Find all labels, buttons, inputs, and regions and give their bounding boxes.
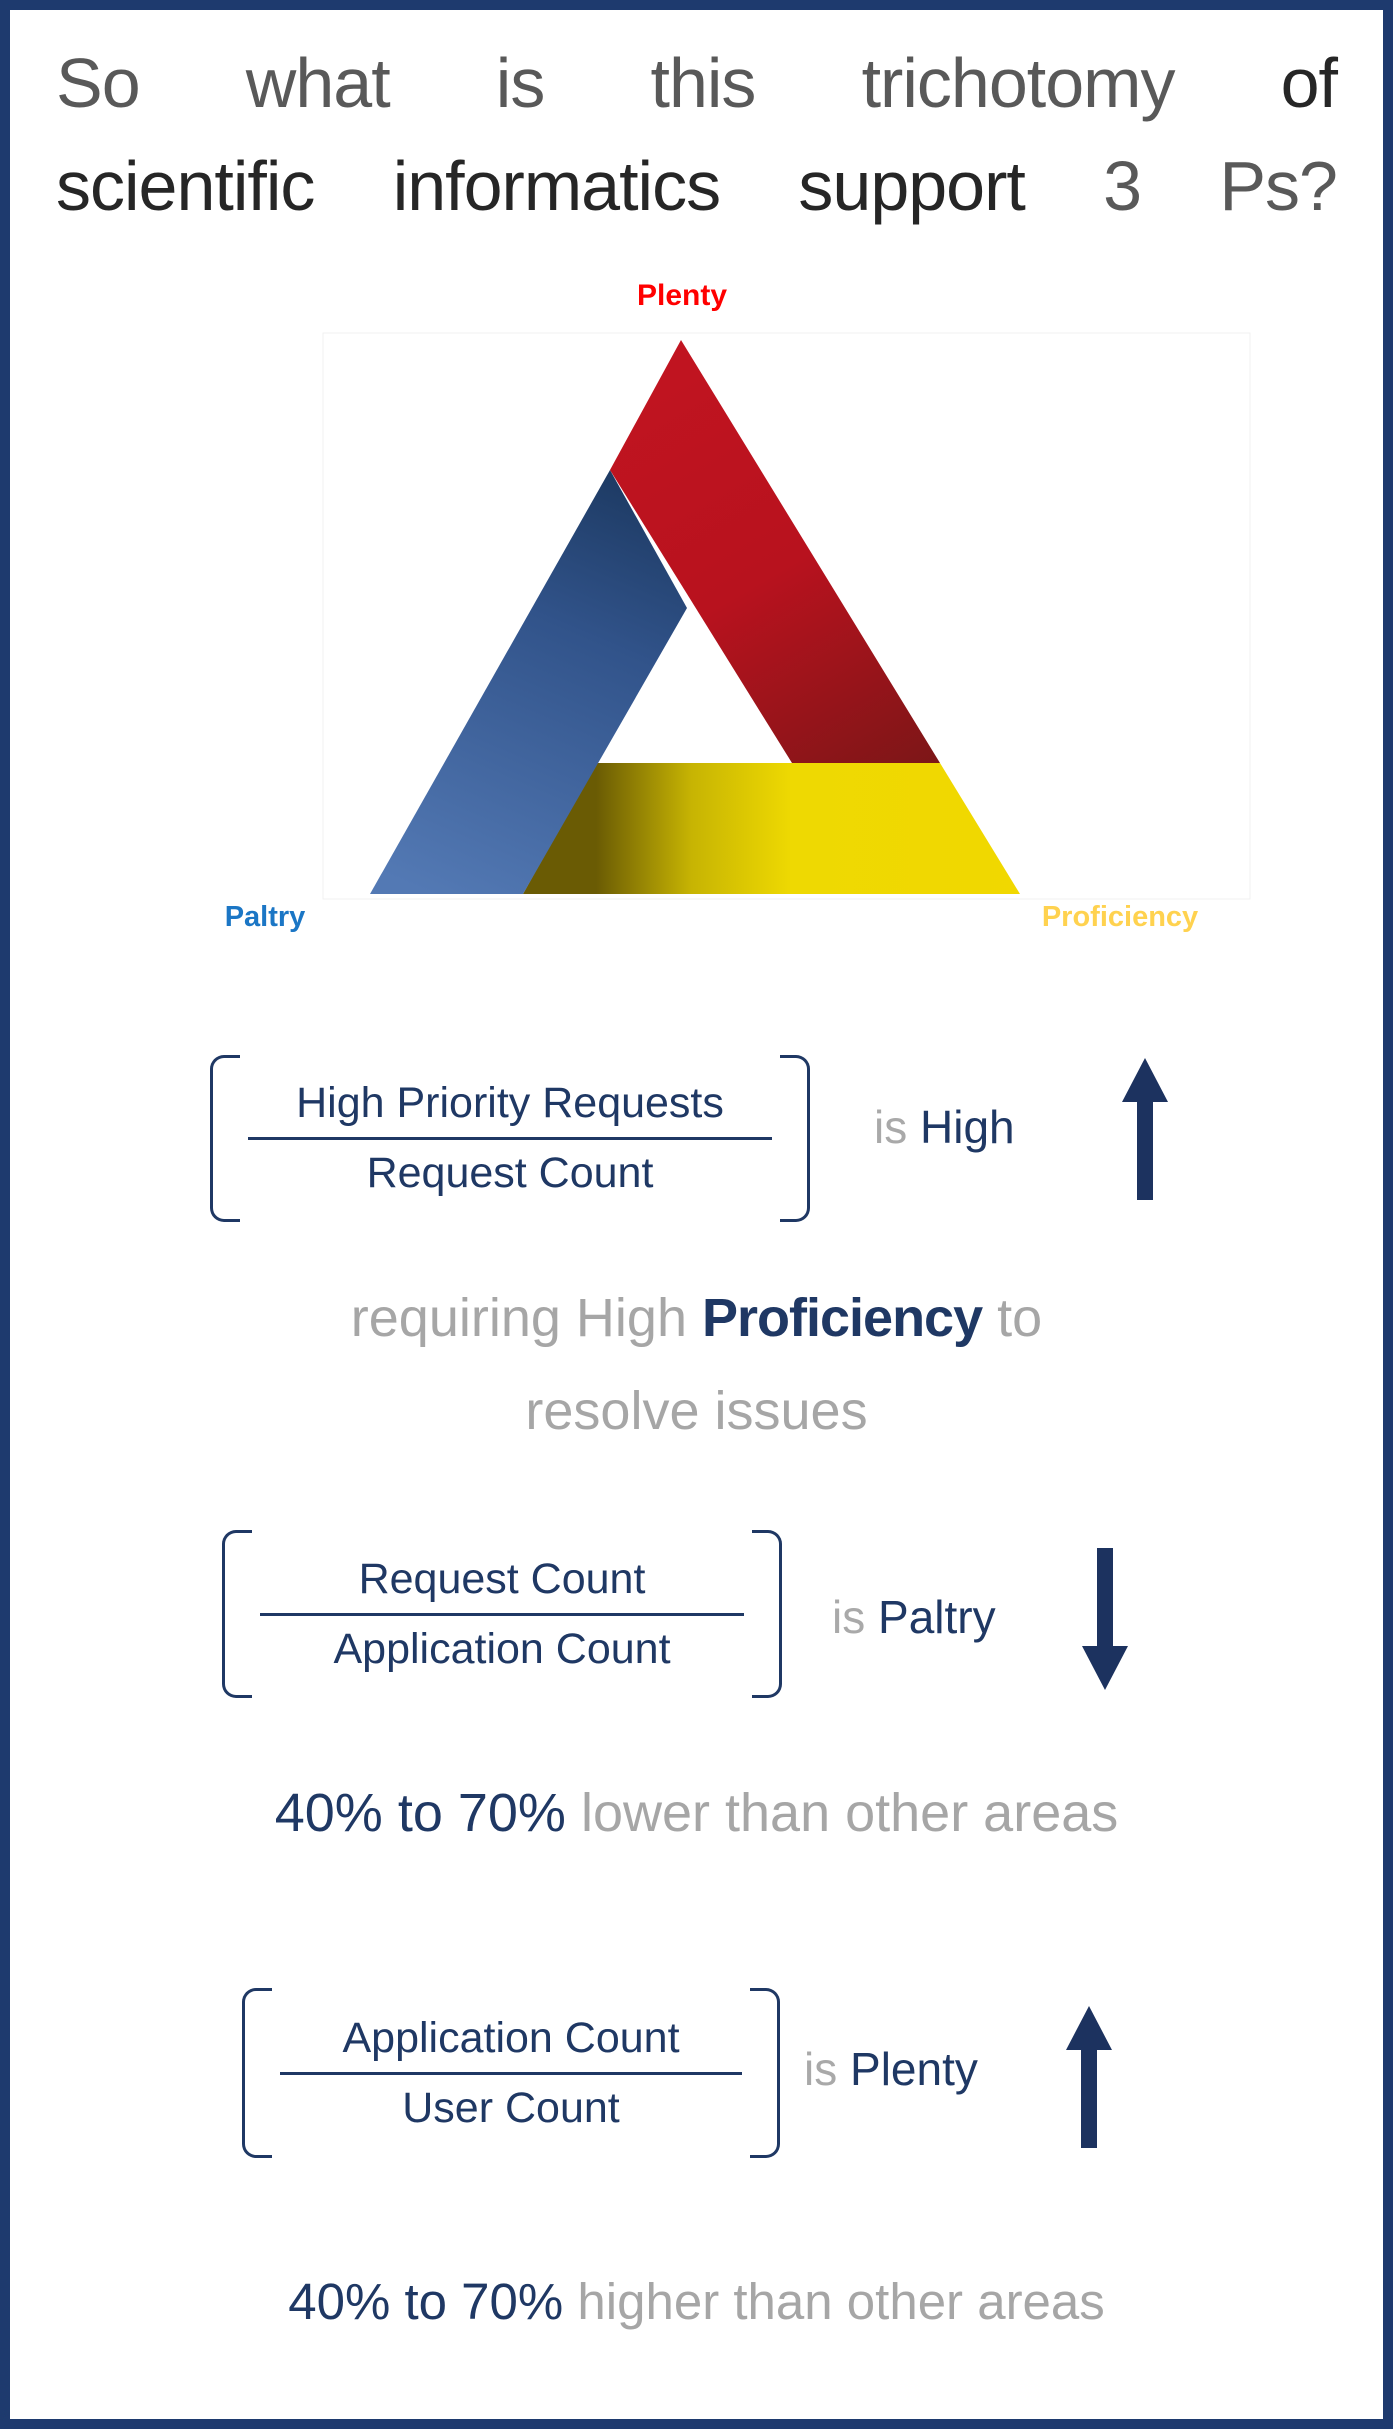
ratio-card-high-priority: High Priority Requests Request Count <box>210 1055 810 1222</box>
ratio-card-request-count: Request Count Application Count <box>222 1530 782 1698</box>
note-lower: 40% to 70% lower than other areas <box>10 1782 1383 1844</box>
fraction-bar <box>248 1137 772 1140</box>
fraction-bar <box>280 2071 742 2075</box>
denominator-label: Request Count <box>366 1149 654 1197</box>
title-line1-gray: So what is this trichotomy <box>56 44 1175 122</box>
title-line2-dark: scientific informatics support <box>56 147 1026 225</box>
note-gray: higher than other areas <box>577 2273 1105 2330</box>
numerator-label: High Priority Requests <box>296 1079 724 1127</box>
is-value: Paltry <box>878 1591 996 1643</box>
note-proficiency: requiring High Proficiency to resolve is… <box>10 1272 1383 1458</box>
is-word: is <box>804 2043 838 2095</box>
numerator-label: Request Count <box>358 1554 646 1603</box>
title-line-1: So what is this trichotomy of <box>56 32 1338 135</box>
page-title: So what is this trichotomy of scientific… <box>56 32 1338 238</box>
title-line2-gray: 3 Ps? <box>1103 147 1338 225</box>
blue-band <box>370 470 687 894</box>
note-highlight: 40% to 70% <box>288 2273 564 2330</box>
is-statement-plenty: is Plenty <box>804 2042 978 2096</box>
title-line1-dark: of <box>1280 44 1338 122</box>
is-value: Plenty <box>850 2043 978 2095</box>
fraction-bar <box>260 1612 744 1616</box>
up-arrow-icon <box>1122 1058 1168 1200</box>
note-proficiency-line1: requiring High Proficiency to <box>10 1272 1383 1365</box>
yellow-band <box>523 763 1020 894</box>
proficiency-label: Proficiency <box>1042 901 1198 933</box>
plenty-label: Plenty <box>637 279 727 312</box>
denominator-label: User Count <box>402 2083 620 2132</box>
is-value: High <box>920 1101 1015 1153</box>
bracket-right-icon <box>750 1988 780 2158</box>
note-gray: lower than other areas <box>580 1783 1119 1843</box>
ratio-card-application-count: Application Count User Count <box>242 1988 780 2158</box>
up-arrow-icon <box>1066 2006 1112 2148</box>
numerator-label: Application Count <box>342 2013 680 2062</box>
note-proficiency-line2: resolve issues <box>525 1381 868 1441</box>
note-gray-a: requiring High <box>350 1288 687 1348</box>
is-word: is <box>874 1101 908 1153</box>
bracket-left-icon <box>222 1530 252 1698</box>
bracket-right-icon <box>752 1530 782 1698</box>
bracket-left-icon <box>210 1055 240 1222</box>
is-statement-paltry: is Paltry <box>832 1590 996 1644</box>
down-arrow-icon <box>1082 1548 1128 1690</box>
red-band <box>610 340 940 763</box>
note-highlight: 40% to 70% <box>274 1783 566 1843</box>
denominator-label: Application Count <box>333 1624 671 1673</box>
bracket-left-icon <box>242 1988 272 2158</box>
note-higher: 40% to 70% higher than other areas <box>10 2272 1383 2331</box>
paltry-label: Paltry <box>225 901 306 933</box>
trichotomy-triangle: Plenty Paltry Proficiency <box>225 279 1251 933</box>
bracket-right-icon <box>780 1055 810 1222</box>
is-statement-high: is High <box>874 1100 1015 1154</box>
title-line-2: scientific informatics support 3 Ps? <box>56 135 1338 238</box>
note-highlight: Proficiency <box>702 1288 983 1348</box>
is-word: is <box>832 1591 866 1643</box>
note-gray-b: to <box>997 1288 1043 1348</box>
